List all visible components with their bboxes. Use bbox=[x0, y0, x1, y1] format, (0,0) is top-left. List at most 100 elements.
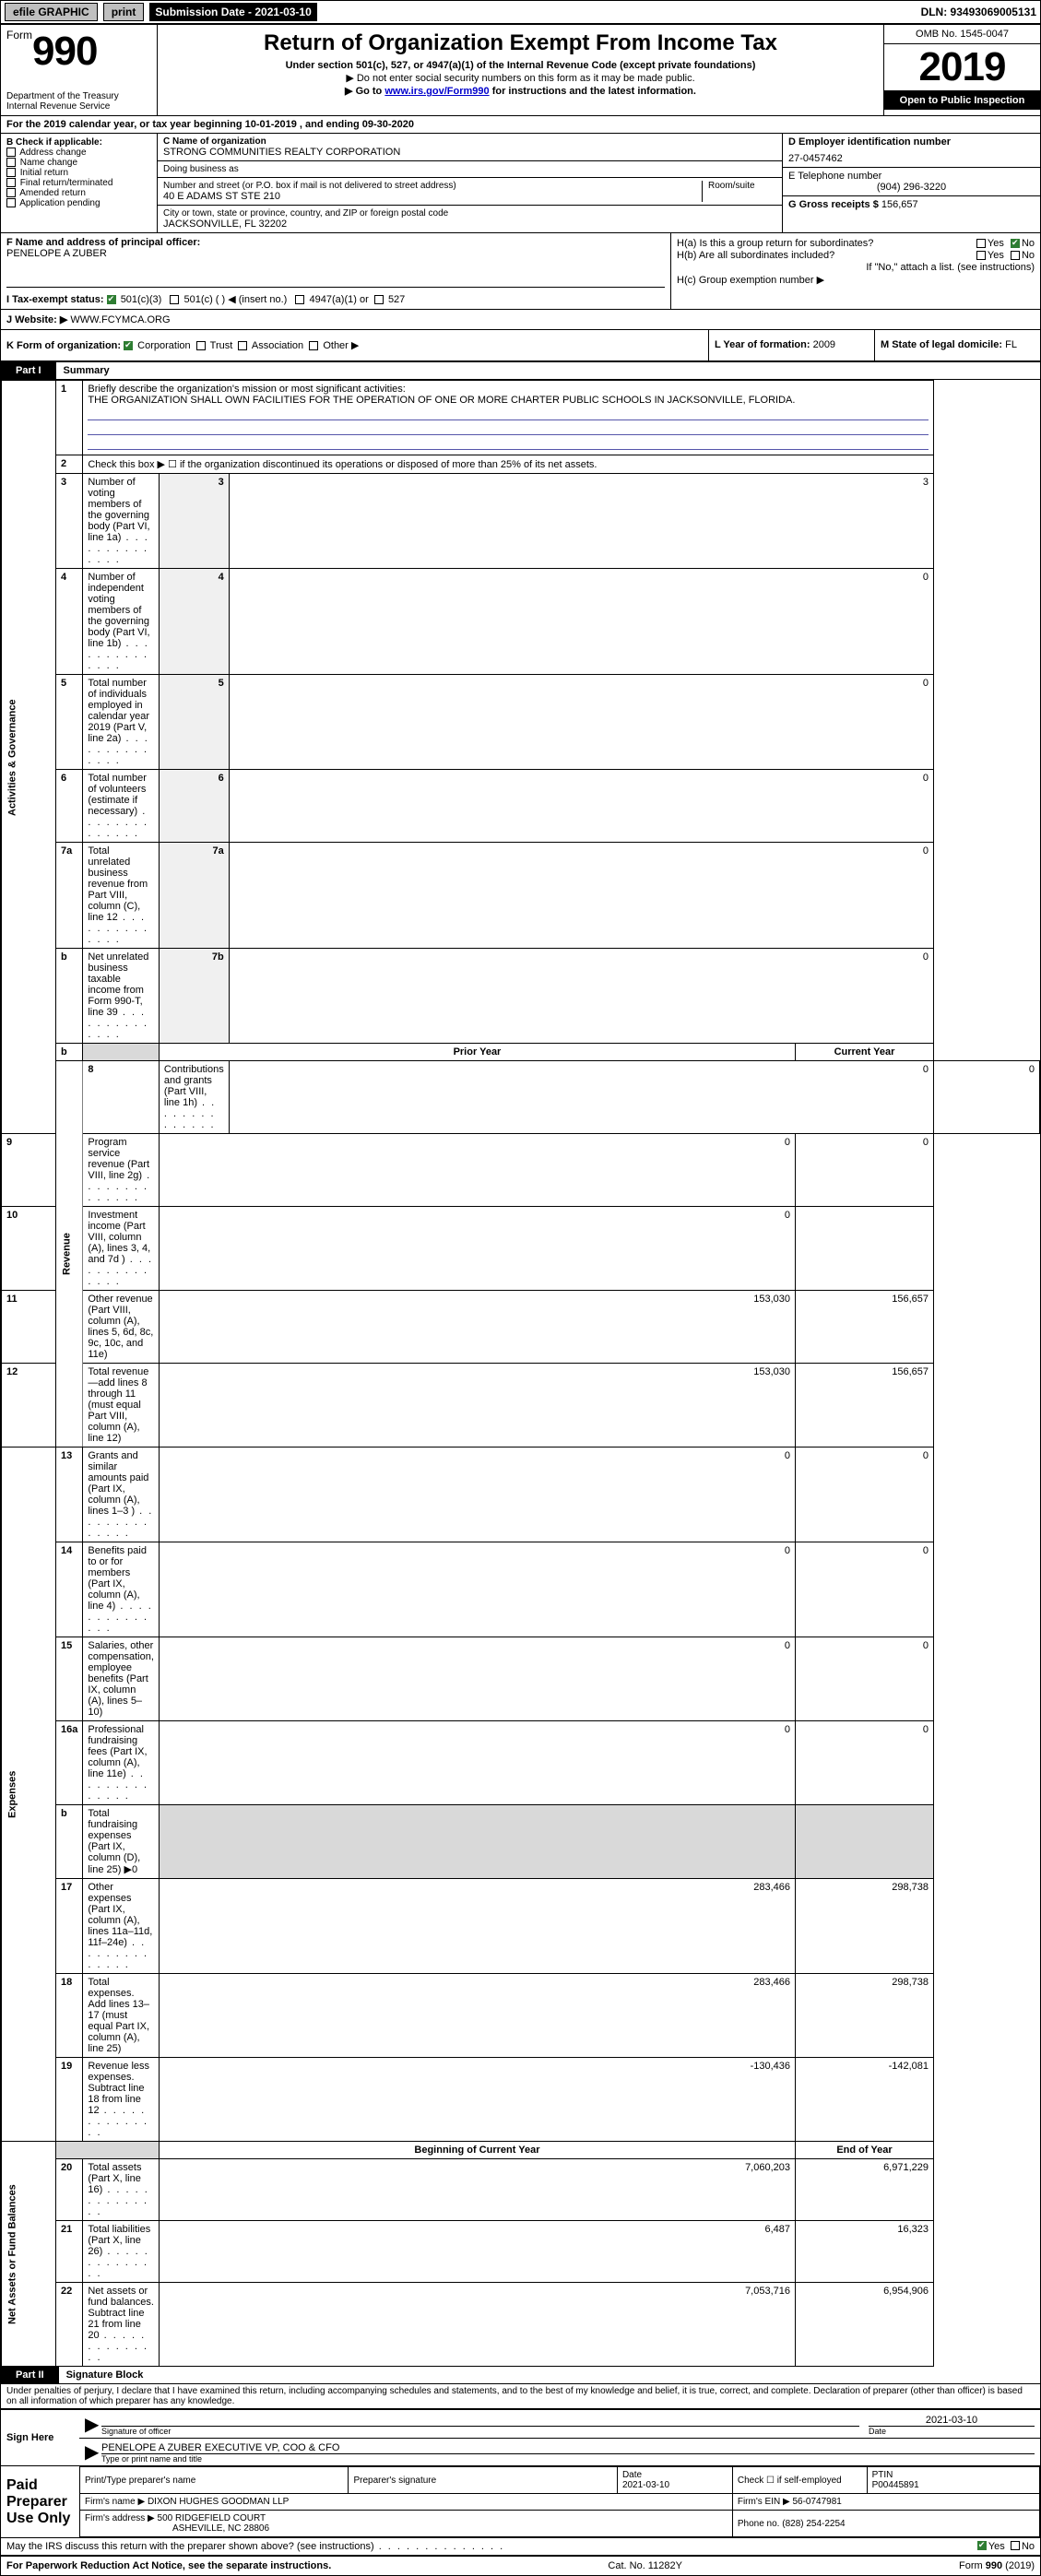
open-public-badge: Open to Public Inspection bbox=[884, 91, 1040, 110]
sig-date-value: 2021-03-10 bbox=[869, 2415, 1035, 2427]
top-bar: efile GRAPHIC print Submission Date - 20… bbox=[0, 0, 1041, 24]
part-i-tag: Part I bbox=[1, 362, 56, 379]
city-value: JACKSONVILLE, FL 32202 bbox=[163, 219, 776, 230]
chk-501c[interactable] bbox=[170, 295, 179, 304]
part-i-header: Part I Summary bbox=[1, 362, 1040, 380]
hb-no[interactable] bbox=[1011, 251, 1020, 260]
row-a: For the 2019 calendar year, or tax year … bbox=[1, 116, 1040, 134]
street-value: 40 E ADAMS ST STE 210 bbox=[163, 191, 696, 202]
header-row: Form990 Department of the Treasury Inter… bbox=[1, 25, 1040, 116]
prep-sig-label: Preparer's signature bbox=[349, 2467, 617, 2494]
table-row: 10 Investment income (Part VIII, column … bbox=[2, 1207, 1040, 1291]
chk-final-return[interactable] bbox=[6, 178, 16, 187]
chk-4947[interactable] bbox=[295, 295, 304, 304]
signature-block: Sign Here ▶ Signature of officer 2021-03… bbox=[1, 2408, 1040, 2538]
irs-link[interactable]: www.irs.gov/Form990 bbox=[384, 86, 489, 97]
side-revenue: Revenue bbox=[56, 1061, 83, 1448]
table-row: 4 Number of independent voting members o… bbox=[2, 569, 1040, 675]
footer-right: Form 990 (2019) bbox=[959, 2560, 1035, 2571]
table-row: 14 Benefits paid to or for members (Part… bbox=[2, 1542, 1040, 1637]
efile-button[interactable]: efile GRAPHIC bbox=[5, 3, 98, 21]
chk-address-change[interactable] bbox=[6, 148, 16, 157]
table-row: 21 Total liabilities (Part X, line 26) 6… bbox=[2, 2221, 1040, 2283]
chk-trust[interactable] bbox=[196, 341, 206, 350]
chk-other[interactable] bbox=[309, 341, 318, 350]
website-label: J Website: ▶ bbox=[6, 314, 67, 325]
street-label: Number and street (or P.O. box if mail i… bbox=[163, 181, 696, 191]
table-row: b Total fundraising expenses (Part IX, c… bbox=[2, 1805, 1040, 1879]
side-expenses: Expenses bbox=[2, 1448, 56, 2142]
officer-label: F Name and address of principal officer: bbox=[6, 237, 665, 248]
perjury-text: Under penalties of perjury, I declare th… bbox=[1, 2384, 1040, 2408]
chk-amended[interactable] bbox=[6, 188, 16, 197]
firm-addr1: 500 RIDGEFIELD COURT bbox=[158, 2513, 266, 2523]
phone-value: (904) 296-3220 bbox=[788, 182, 1035, 193]
prior-year-header: Prior Year bbox=[159, 1044, 795, 1061]
type-name-label: Type or print name and title bbox=[101, 2454, 1035, 2464]
part-ii-tag: Part II bbox=[1, 2367, 59, 2383]
room-label: Room/suite bbox=[708, 181, 776, 191]
part-ii-header: Part II Signature Block bbox=[1, 2367, 1040, 2384]
subtitle-2: ▶ Do not enter social security numbers o… bbox=[165, 72, 876, 84]
col-f: F Name and address of principal officer:… bbox=[1, 233, 671, 309]
hb-label: H(b) Are all subordinates included? bbox=[677, 250, 834, 261]
form-word: Form bbox=[6, 29, 32, 41]
dln: DLN: 93493069005131 bbox=[921, 6, 1036, 18]
firm-name: DIXON HUGHES GOODMAN LLP bbox=[148, 2497, 289, 2507]
klm-row: K Form of organization: Corporation Trus… bbox=[1, 330, 1040, 362]
hb-yes[interactable] bbox=[976, 251, 986, 260]
chk-initial-return[interactable] bbox=[6, 168, 16, 177]
chk-527[interactable] bbox=[374, 295, 384, 304]
gross-label: G Gross receipts $ bbox=[788, 199, 879, 210]
ha-label: H(a) Is this a group return for subordin… bbox=[677, 238, 873, 249]
table-row: 19 Revenue less expenses. Subtract line … bbox=[2, 2058, 1040, 2142]
ha-yes[interactable] bbox=[976, 239, 986, 248]
form-number: 990 bbox=[32, 29, 97, 74]
form-org-label: K Form of organization: bbox=[6, 340, 121, 351]
boy-header: Beginning of Current Year bbox=[159, 2142, 795, 2159]
fgh-row: F Name and address of principal officer:… bbox=[1, 233, 1040, 310]
tax-status-label: I Tax-exempt status: bbox=[6, 294, 104, 305]
col-m: M State of legal domicile: FL bbox=[875, 330, 1040, 360]
print-button[interactable]: print bbox=[103, 3, 145, 21]
department-label: Department of the Treasury Internal Reve… bbox=[6, 91, 151, 112]
table-row: 11 Other revenue (Part VIII, column (A),… bbox=[2, 1291, 1040, 1364]
self-employed-check: Check ☐ if self-employed bbox=[732, 2467, 867, 2494]
col-k: K Form of organization: Corporation Trus… bbox=[1, 330, 708, 360]
bcde-row: B Check if applicable: Address change Na… bbox=[1, 134, 1040, 233]
discuss-text: May the IRS discuss this return with the… bbox=[6, 2541, 977, 2552]
form-id-box: Form990 Department of the Treasury Inter… bbox=[1, 25, 158, 115]
footer: For Paperwork Reduction Act Notice, see … bbox=[1, 2557, 1040, 2575]
phone-label: E Telephone number bbox=[788, 171, 1035, 182]
firm-phone: (828) 254-2254 bbox=[782, 2519, 845, 2529]
table-row: 20 Total assets (Part X, line 16) 7,060,… bbox=[2, 2159, 1040, 2221]
col-l: L Year of formation: 2009 bbox=[709, 330, 875, 360]
table-row: 16a Professional fundraising fees (Part … bbox=[2, 1721, 1040, 1805]
domicile-state: FL bbox=[1005, 339, 1017, 350]
table-row: 9 Program service revenue (Part VIII, li… bbox=[2, 1134, 1040, 1207]
table-row: 15 Salaries, other compensation, employe… bbox=[2, 1637, 1040, 1721]
officer-printed-name: PENELOPE A ZUBER EXECUTIVE VP, COO & CFO bbox=[101, 2442, 1035, 2454]
year-formation: 2009 bbox=[813, 339, 835, 350]
chk-corp[interactable] bbox=[124, 341, 133, 350]
chk-assoc[interactable] bbox=[238, 341, 247, 350]
submission-date: Submission Date - 2021-03-10 bbox=[149, 3, 316, 21]
col-c: C Name of organization STRONG COMMUNITIE… bbox=[158, 134, 782, 232]
chk-app-pending[interactable] bbox=[6, 198, 16, 207]
part-ii-title: Signature Block bbox=[59, 2367, 151, 2383]
hb-note: If "No," attach a list. (see instruction… bbox=[866, 262, 1035, 273]
discuss-yes[interactable] bbox=[977, 2541, 987, 2550]
col-b: B Check if applicable: Address change Na… bbox=[1, 134, 158, 232]
ha-no[interactable] bbox=[1011, 239, 1020, 248]
footer-center: Cat. No. 11282Y bbox=[608, 2560, 682, 2571]
discuss-no[interactable] bbox=[1011, 2541, 1020, 2550]
row-a-text: For the 2019 calendar year, or tax year … bbox=[6, 119, 414, 130]
arrow-icon: ▶ bbox=[85, 2413, 101, 2436]
chk-501c3[interactable] bbox=[107, 295, 116, 304]
chk-name-change[interactable] bbox=[6, 158, 16, 167]
subtitle-1: Under section 501(c), 527, or 4947(a)(1)… bbox=[165, 60, 876, 71]
ein-value: 27-0457462 bbox=[788, 153, 1035, 164]
sig-officer-label: Signature of officer bbox=[101, 2427, 859, 2436]
table-row: 5 Total number of individuals employed i… bbox=[2, 675, 1040, 770]
current-year-header: Current Year bbox=[796, 1044, 934, 1061]
